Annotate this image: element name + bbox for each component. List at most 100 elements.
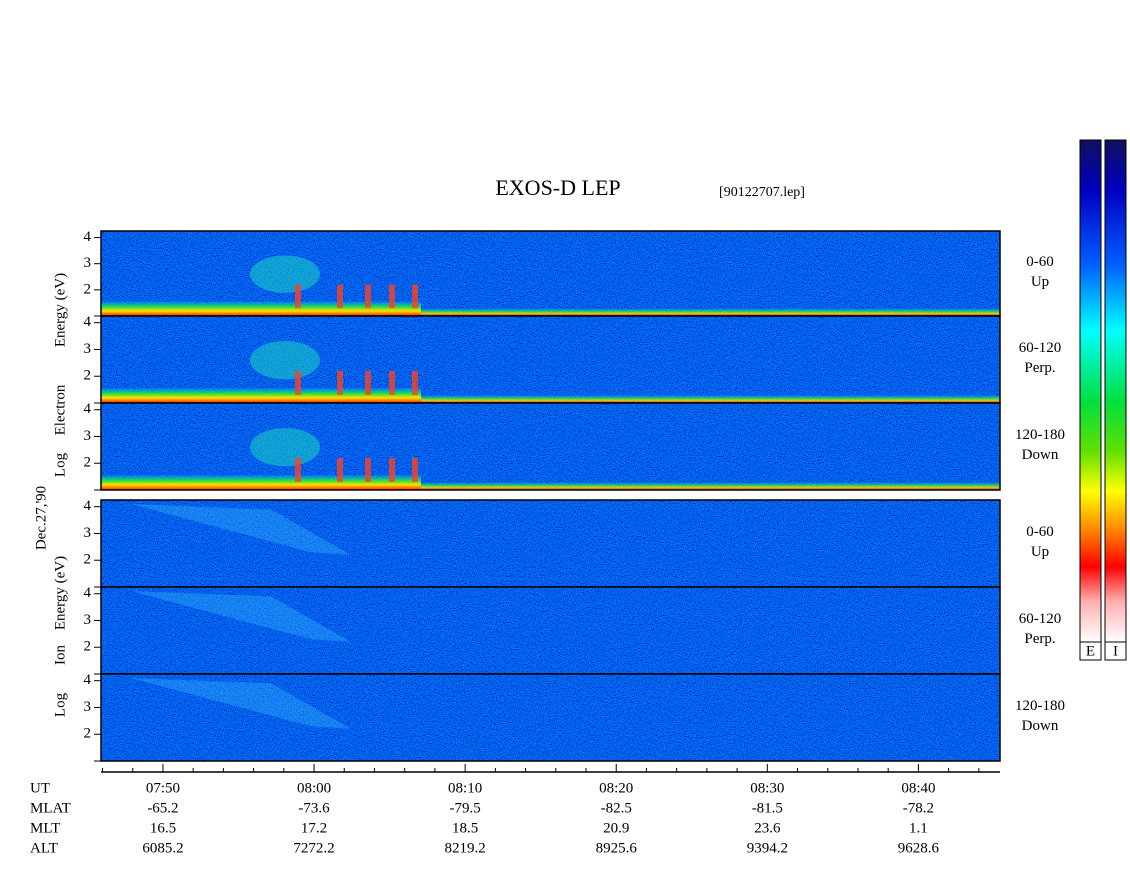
- burst: [365, 284, 371, 309]
- x-tick-label: 08:40: [901, 780, 935, 796]
- y-tick-label: 4: [84, 498, 92, 514]
- burst: [337, 457, 343, 482]
- orbit-value: 17.2: [301, 820, 327, 836]
- pitch-label: 120-180: [1015, 427, 1065, 443]
- orbit-value: -82.5: [601, 800, 632, 816]
- spectrogram-noise: [101, 587, 1000, 674]
- direction-label: Down: [1022, 718, 1059, 734]
- orbit-value: 23.6: [754, 820, 781, 836]
- direction-label: Perp.: [1024, 360, 1055, 376]
- colorbar: [1104, 139, 1127, 643]
- burst: [295, 284, 301, 309]
- ion-streak: [131, 504, 351, 555]
- x-tick-label: 08:20: [599, 780, 633, 796]
- direction-label: Up: [1031, 274, 1049, 290]
- burst: [389, 370, 395, 395]
- x-tick-label: 07:50: [146, 780, 180, 796]
- direction-label: Down: [1022, 447, 1059, 463]
- panel-frame: [100, 673, 1001, 762]
- y-tick-label: 3: [84, 525, 92, 541]
- pitch-label: 60-120: [1019, 611, 1062, 627]
- y-tick-label: 4: [84, 672, 92, 688]
- y-tick-label: 2: [84, 368, 92, 384]
- burst: [412, 370, 418, 395]
- colorbar-label: I: [1113, 643, 1118, 659]
- orbit-value: 9394.2: [747, 840, 788, 856]
- orbit-value: -78.2: [903, 800, 934, 816]
- orbit-value: -81.5: [752, 800, 783, 816]
- ion-streak: [131, 591, 351, 642]
- panel-frame: [100, 402, 1001, 491]
- colorbar-label-box: [1079, 641, 1102, 661]
- y-tick-label: 2: [84, 455, 92, 471]
- orbit-value: 9628.6: [898, 840, 940, 856]
- low-energy-band: [421, 308, 1000, 316]
- orbit-value: -73.6: [298, 800, 330, 816]
- pitch-label: 120-180: [1015, 698, 1065, 714]
- y-tick-label: 4: [84, 229, 92, 245]
- y-tick-label: 4: [84, 314, 92, 330]
- orbit-row-name: ALT: [30, 840, 58, 856]
- burst: [389, 284, 395, 309]
- direction-label: Perp.: [1024, 631, 1055, 647]
- x-tick-label: 08:10: [448, 780, 482, 796]
- y-axis-label: Ion: [52, 645, 68, 665]
- pitch-label: 0-60: [1026, 524, 1054, 540]
- low-energy-band: [101, 301, 421, 316]
- file-name: [90122707.lep]: [719, 185, 805, 200]
- ion-streak: [131, 678, 351, 729]
- spectrogram-noise: [101, 500, 1000, 587]
- low-energy-band: [421, 482, 1000, 490]
- y-axis-label: Energy (eV): [52, 273, 68, 347]
- pitch-label: 60-120: [1019, 340, 1062, 356]
- y-tick-label: 3: [84, 699, 92, 715]
- y-axis-label: Log: [52, 692, 68, 717]
- burst: [389, 457, 395, 482]
- x-axis-label: UT: [30, 780, 50, 796]
- burst: [337, 284, 343, 309]
- colorbar-label-box: [1104, 641, 1127, 661]
- pitch-label: 0-60: [1026, 254, 1054, 270]
- orbit-value: 8925.6: [596, 840, 638, 856]
- low-energy-band: [101, 475, 421, 490]
- burst: [337, 370, 343, 395]
- orbit-row-name: MLT: [30, 820, 60, 836]
- colorbar: [1079, 139, 1102, 643]
- burst: [365, 370, 371, 395]
- orbit-value: 18.5: [452, 820, 478, 836]
- y-tick-label: 2: [84, 639, 92, 655]
- orbit-value: 6085.2: [142, 840, 183, 856]
- y-tick-label: 4: [84, 401, 92, 417]
- orbit-value: -65.2: [147, 800, 178, 816]
- y-tick-label: 2: [84, 281, 92, 297]
- orbit-value: 1.1: [909, 820, 928, 836]
- y-tick-label: 3: [84, 341, 92, 357]
- y-tick-label: 2: [84, 552, 92, 568]
- burst: [365, 457, 371, 482]
- low-energy-band: [421, 395, 1000, 403]
- y-tick-label: 2: [84, 726, 92, 742]
- y-axis-label: Energy (eV): [52, 556, 68, 630]
- x-tick-label: 08:00: [297, 780, 331, 796]
- y-tick-label: 4: [84, 585, 92, 601]
- chart-title: EXOS-D LEP: [495, 175, 620, 200]
- y-tick-label: 3: [84, 612, 92, 628]
- orbit-value: 20.9: [603, 820, 629, 836]
- y-tick-label: 3: [84, 255, 92, 271]
- colorbar-label: E: [1086, 643, 1095, 659]
- plume: [250, 341, 320, 380]
- orbit-row-name: MLAT: [30, 800, 71, 816]
- burst: [412, 284, 418, 309]
- orbit-value: 16.5: [150, 820, 176, 836]
- x-tick-label: 08:30: [750, 780, 784, 796]
- burst: [295, 370, 301, 395]
- orbit-value: 7272.2: [293, 840, 334, 856]
- y-axis-label: Log: [52, 452, 68, 477]
- orbit-value: 8219.2: [445, 840, 486, 856]
- orbit-value: -79.5: [450, 800, 481, 816]
- spectrogram-noise: [101, 674, 1000, 761]
- low-energy-band: [101, 388, 421, 403]
- y-axis-label: Electron: [52, 384, 68, 435]
